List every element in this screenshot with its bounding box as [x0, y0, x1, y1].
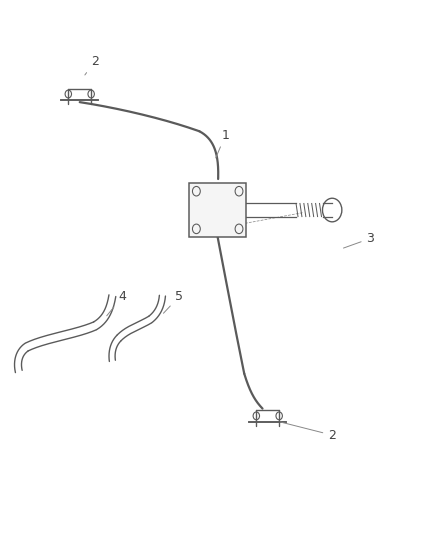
- Text: 3: 3: [343, 232, 374, 248]
- Text: 4: 4: [107, 290, 126, 316]
- Bar: [189, 183, 246, 237]
- Text: 5: 5: [163, 290, 183, 313]
- Text: 1: 1: [216, 128, 230, 158]
- Text: 2: 2: [280, 422, 336, 442]
- Text: 2: 2: [85, 55, 99, 75]
